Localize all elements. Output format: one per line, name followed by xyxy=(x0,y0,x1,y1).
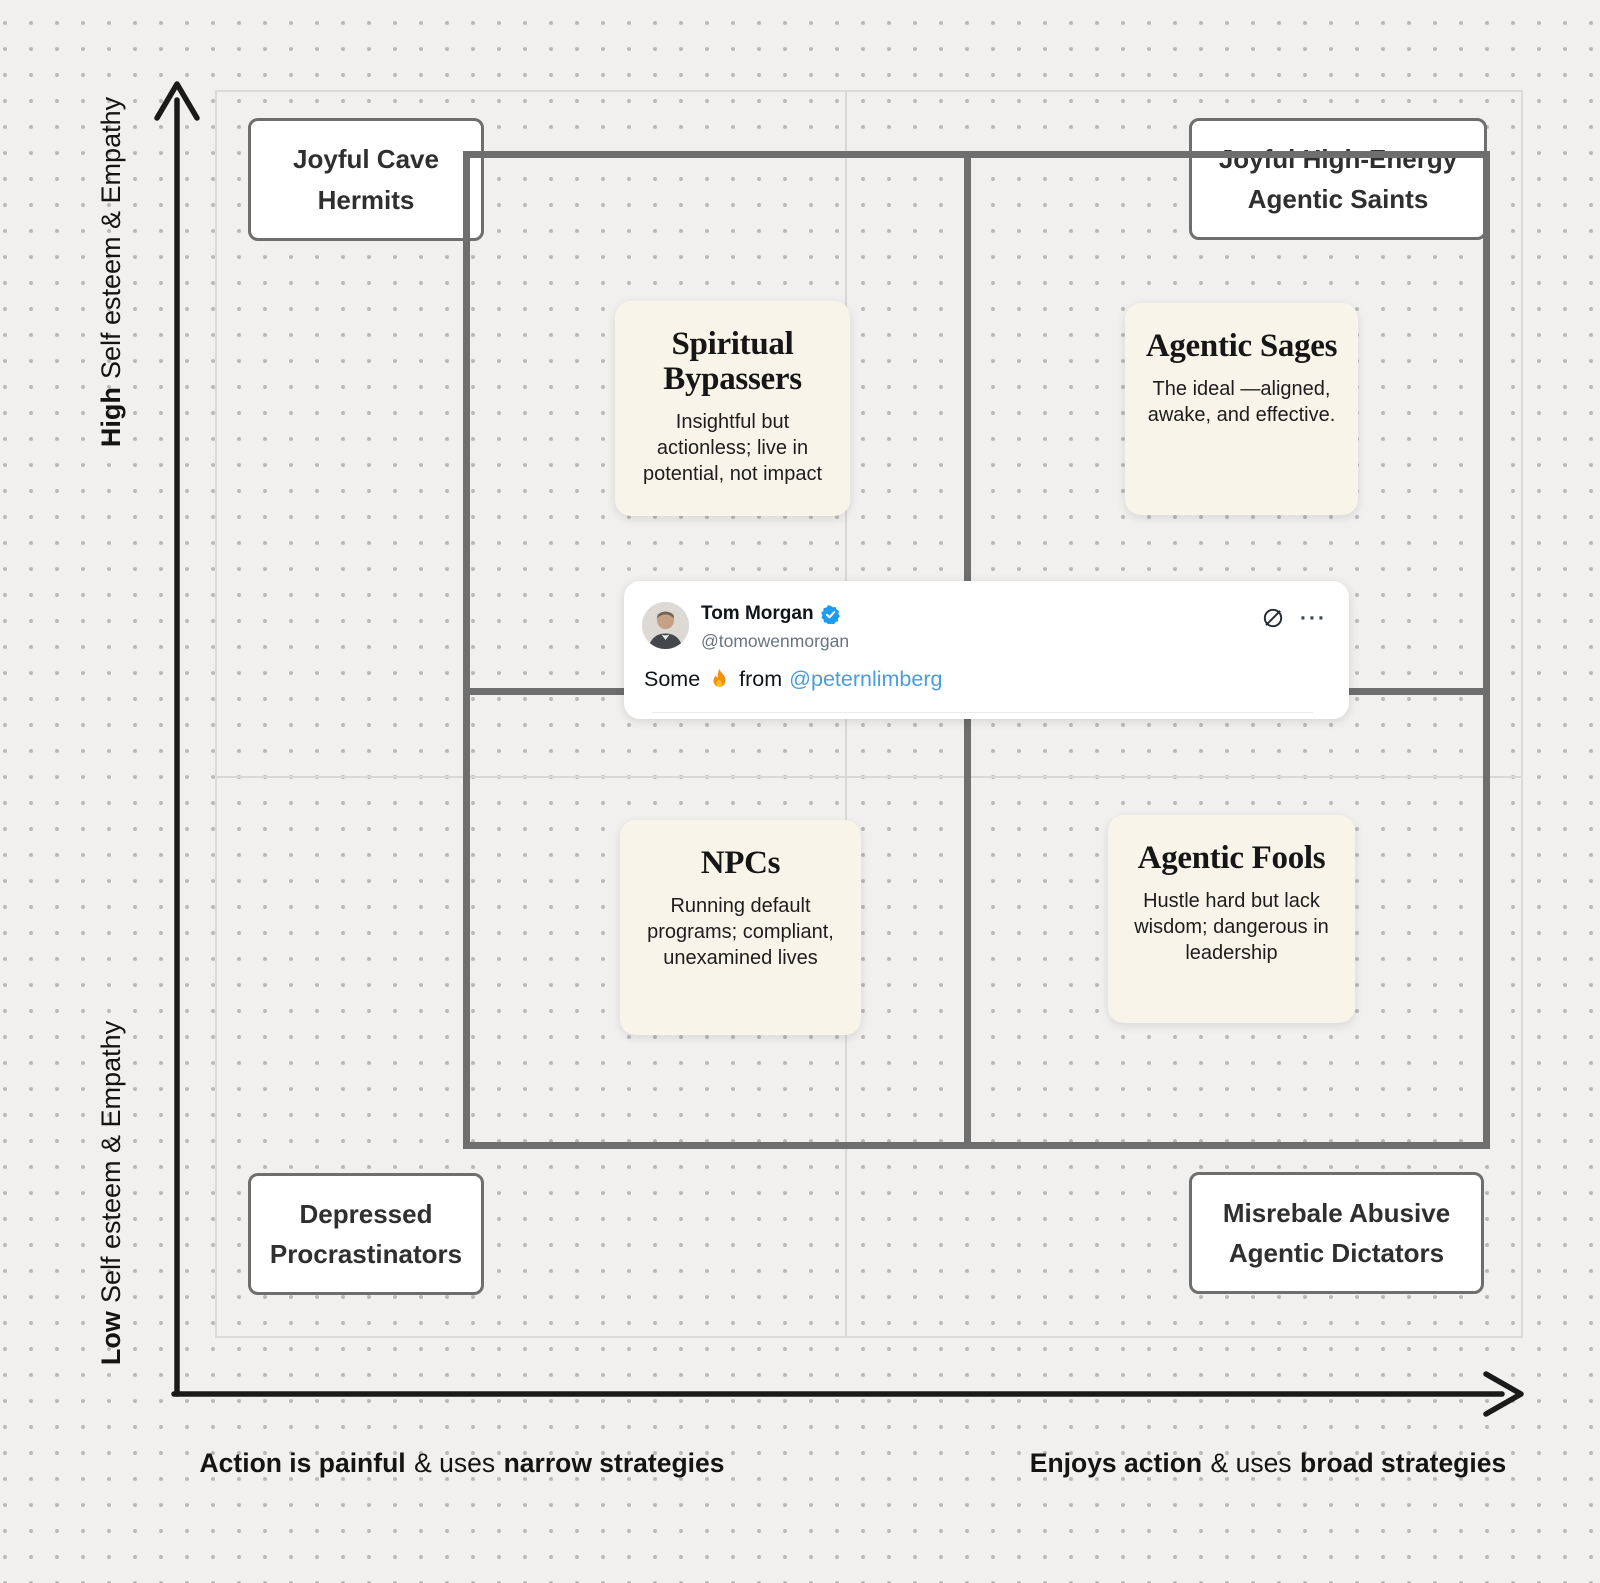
quadrant-card-npcs: NPCs Running default programs; compliant… xyxy=(620,820,861,1035)
tweet-author-name: Tom Morgan xyxy=(701,603,814,624)
corner-label: Misrebale Abusive Agentic Dictators xyxy=(1222,1197,1451,1268)
quadrant-description: The ideal —aligned, awake, and effective… xyxy=(1147,377,1336,426)
quadrant-title: Agentic Fools xyxy=(1137,840,1326,876)
quadrant-card-agentic-sages: Agentic Sages The ideal —aligned, awake,… xyxy=(1125,303,1358,515)
x-axis-label-right: Enjoys action & uses broad strategies xyxy=(1029,1448,1507,1478)
tweet-text: Some from @peternlimberg xyxy=(644,667,943,691)
corner-label: Joyful High-Energy Agentic Saints xyxy=(1218,143,1458,214)
tweet-divider xyxy=(652,712,1313,713)
x-axis-label-left: Action is painful & uses narrow strategi… xyxy=(199,1448,725,1478)
quadrant-description: Hustle hard but lack wisdom; dangerous i… xyxy=(1134,889,1329,964)
mention-link[interactable]: @peternlimberg xyxy=(789,667,943,691)
quadrant-card-agentic-fools: Agentic Fools Hustle hard but lack wisdo… xyxy=(1108,815,1355,1023)
corner-label: Joyful Cave Hermits xyxy=(293,144,439,215)
flame-icon xyxy=(713,668,726,687)
panel-faint-horizontal-line xyxy=(217,776,1521,778)
avatar-photo xyxy=(642,602,689,649)
quadrant-title: NPCs xyxy=(700,845,781,881)
corner-label: Depressed Procrastinators xyxy=(269,1198,463,1269)
x-axis-arrowhead xyxy=(1483,1371,1524,1417)
quadrant-description: Running default programs; compliant, une… xyxy=(647,894,834,969)
corner-box-depressed-procrastinators: Depressed Procrastinators xyxy=(248,1173,484,1295)
more-icon[interactable]: ··· xyxy=(1300,606,1327,630)
quadrant-card-spiritual-bypassers: Spiritual Bypassers Insightful but actio… xyxy=(615,301,850,516)
embedded-tweet-card[interactable]: Tom Morgan @tomowenmorgan ··· Some from … xyxy=(624,581,1349,719)
quadrant-title: Agentic Sages xyxy=(1145,328,1338,364)
corner-box-joyful-cave-hermits: Joyful Cave Hermits xyxy=(248,118,484,241)
avatar[interactable] xyxy=(642,602,689,649)
verified-badge-icon xyxy=(820,604,840,624)
corner-box-joyful-agentic-saints: Joyful High-Energy Agentic Saints xyxy=(1189,118,1487,240)
tweet-author-handle: @tomowenmorgan xyxy=(701,631,850,651)
y-axis-arrowhead xyxy=(154,81,200,121)
mute-icon[interactable] xyxy=(1261,606,1285,630)
quadrant-description: Insightful but actionless; live in poten… xyxy=(643,410,822,485)
corner-box-agentic-dictators: Misrebale Abusive Agentic Dictators xyxy=(1189,1172,1484,1294)
quadrant-title: Spiritual Bypassers xyxy=(663,326,802,397)
